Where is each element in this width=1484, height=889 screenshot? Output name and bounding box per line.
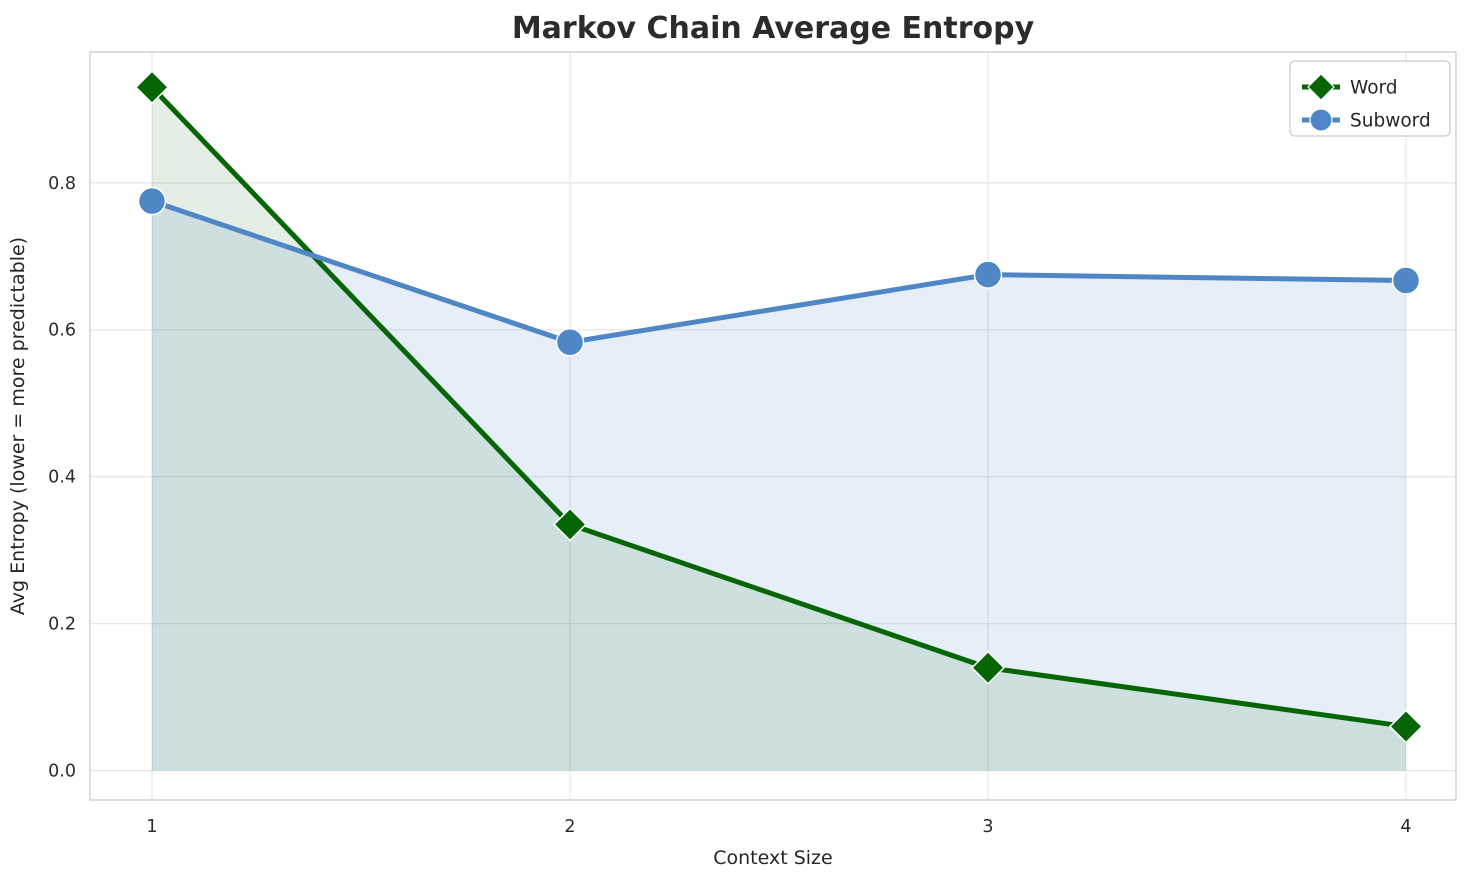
y-tick-label-0.8: 0.8 <box>48 174 76 194</box>
legend-circle-icon <box>1309 108 1333 132</box>
legend-diamond-icon <box>1307 73 1335 101</box>
chart-title: Markov Chain Average Entropy <box>512 11 1035 46</box>
marker-word-3 <box>970 650 1006 685</box>
x-tick-label-3: 3 <box>982 817 993 837</box>
legend: Word Subword <box>1289 60 1451 137</box>
y-tick-label-0.6: 0.6 <box>48 321 76 341</box>
y-tick-label-0.4: 0.4 <box>48 468 76 488</box>
marker-subword-2 <box>555 327 585 357</box>
area-fill-word <box>152 87 1406 771</box>
legend-item-subword: Subword <box>1302 108 1431 132</box>
x-tick-label-2: 2 <box>564 817 575 837</box>
y-tick-label-0.2: 0.2 <box>48 615 76 635</box>
marker-word-4 <box>1388 709 1424 744</box>
series-line-subword <box>149 198 1409 345</box>
plot-area: 0.0 0.2 0.4 0.6 0.8 1 2 3 4 <box>48 51 1457 837</box>
y-axis-label: Avg Entropy (lower = more predictable) <box>7 237 29 615</box>
legend-label-word: Word <box>1350 78 1398 99</box>
x-axis-label: Context Size <box>713 847 832 869</box>
marker-word-2 <box>552 507 588 542</box>
legend-item-word: Word <box>1302 73 1398 101</box>
plot-border <box>89 51 1457 801</box>
area-fill-subword <box>152 201 1406 771</box>
marker-word-1 <box>134 70 170 105</box>
legend-label-subword: Subword <box>1350 111 1431 132</box>
plot-background <box>90 52 1456 800</box>
marker-subword-4 <box>1391 266 1421 295</box>
marker-subword-1 <box>137 186 167 216</box>
x-tick-label-4: 4 <box>1400 817 1411 837</box>
series-line-word <box>149 84 1409 730</box>
y-tick-label-0.0: 0.0 <box>48 762 76 782</box>
marker-subword-3 <box>973 260 1003 289</box>
x-tick-label-1: 1 <box>146 817 157 837</box>
